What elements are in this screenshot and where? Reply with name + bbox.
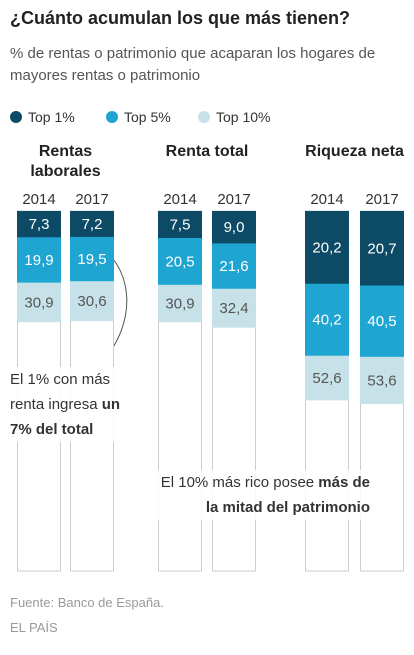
group-title: Riqueza neta bbox=[305, 143, 404, 160]
bar-segment bbox=[70, 211, 114, 237]
legend-swatch bbox=[106, 111, 118, 123]
group-title: Renta total bbox=[165, 143, 249, 160]
value-label: 7,2 bbox=[82, 216, 103, 233]
annotation-text: El 10% más rico posee bbox=[160, 474, 315, 491]
value-label: 21,6 bbox=[219, 258, 248, 275]
value-label: 20,7 bbox=[367, 240, 396, 257]
x-tick-label: 2014 bbox=[22, 191, 55, 208]
annotation: El 1% con más renta ingresa un 7% del to… bbox=[10, 367, 125, 442]
bar-segment bbox=[212, 211, 256, 244]
annotation-bold: un 7% del total bbox=[10, 396, 121, 438]
x-tick-label: 2017 bbox=[217, 191, 250, 208]
x-tick-label: 2014 bbox=[163, 191, 196, 208]
legend-label: Top 5% bbox=[124, 109, 171, 125]
legend-swatch bbox=[10, 111, 22, 123]
value-label: 19,5 bbox=[77, 251, 106, 268]
x-tick-label: 2017 bbox=[365, 191, 398, 208]
subtitle: % de rentas o patrimonio que acaparan lo… bbox=[10, 45, 376, 84]
legend-label: Top 10% bbox=[216, 109, 270, 125]
value-label: 9,0 bbox=[224, 219, 245, 236]
chart-title: ¿Cuánto acumulan los que más tienen? bbox=[10, 8, 351, 28]
group-title: Rentas laborales bbox=[30, 143, 101, 180]
annotation-bold: más de la mitad del patrimonio bbox=[205, 474, 370, 516]
value-label: 32,4 bbox=[219, 300, 248, 317]
annotation: El 10% más rico posee más de la mitad de… bbox=[155, 470, 370, 520]
bar-segment bbox=[305, 211, 349, 284]
legend-swatch bbox=[198, 111, 210, 123]
value-label: 19,9 bbox=[24, 252, 53, 269]
value-label: 30,9 bbox=[24, 294, 53, 311]
value-label: 7,5 bbox=[170, 217, 191, 234]
value-label: 30,6 bbox=[77, 293, 106, 310]
annotation-text: El 1% con más renta ingresa bbox=[10, 371, 111, 413]
value-label: 7,3 bbox=[29, 216, 50, 233]
x-tick-label: 2014 bbox=[310, 191, 343, 208]
x-tick-label: 2017 bbox=[75, 191, 108, 208]
bar-segment bbox=[17, 211, 61, 238]
value-label: 20,5 bbox=[165, 253, 194, 270]
source: Fuente: Banco de España. bbox=[10, 595, 164, 610]
legend-label: Top 1% bbox=[28, 109, 75, 125]
value-label: 30,9 bbox=[165, 296, 194, 313]
bar-segment bbox=[360, 211, 404, 286]
value-label: 52,6 bbox=[312, 370, 341, 387]
value-label: 20,2 bbox=[312, 239, 341, 256]
value-label: 40,5 bbox=[367, 313, 396, 330]
value-label: 53,6 bbox=[367, 372, 396, 389]
credit: EL PAÍS bbox=[10, 620, 58, 635]
value-label: 40,2 bbox=[312, 312, 341, 329]
bar-segment bbox=[158, 211, 202, 238]
